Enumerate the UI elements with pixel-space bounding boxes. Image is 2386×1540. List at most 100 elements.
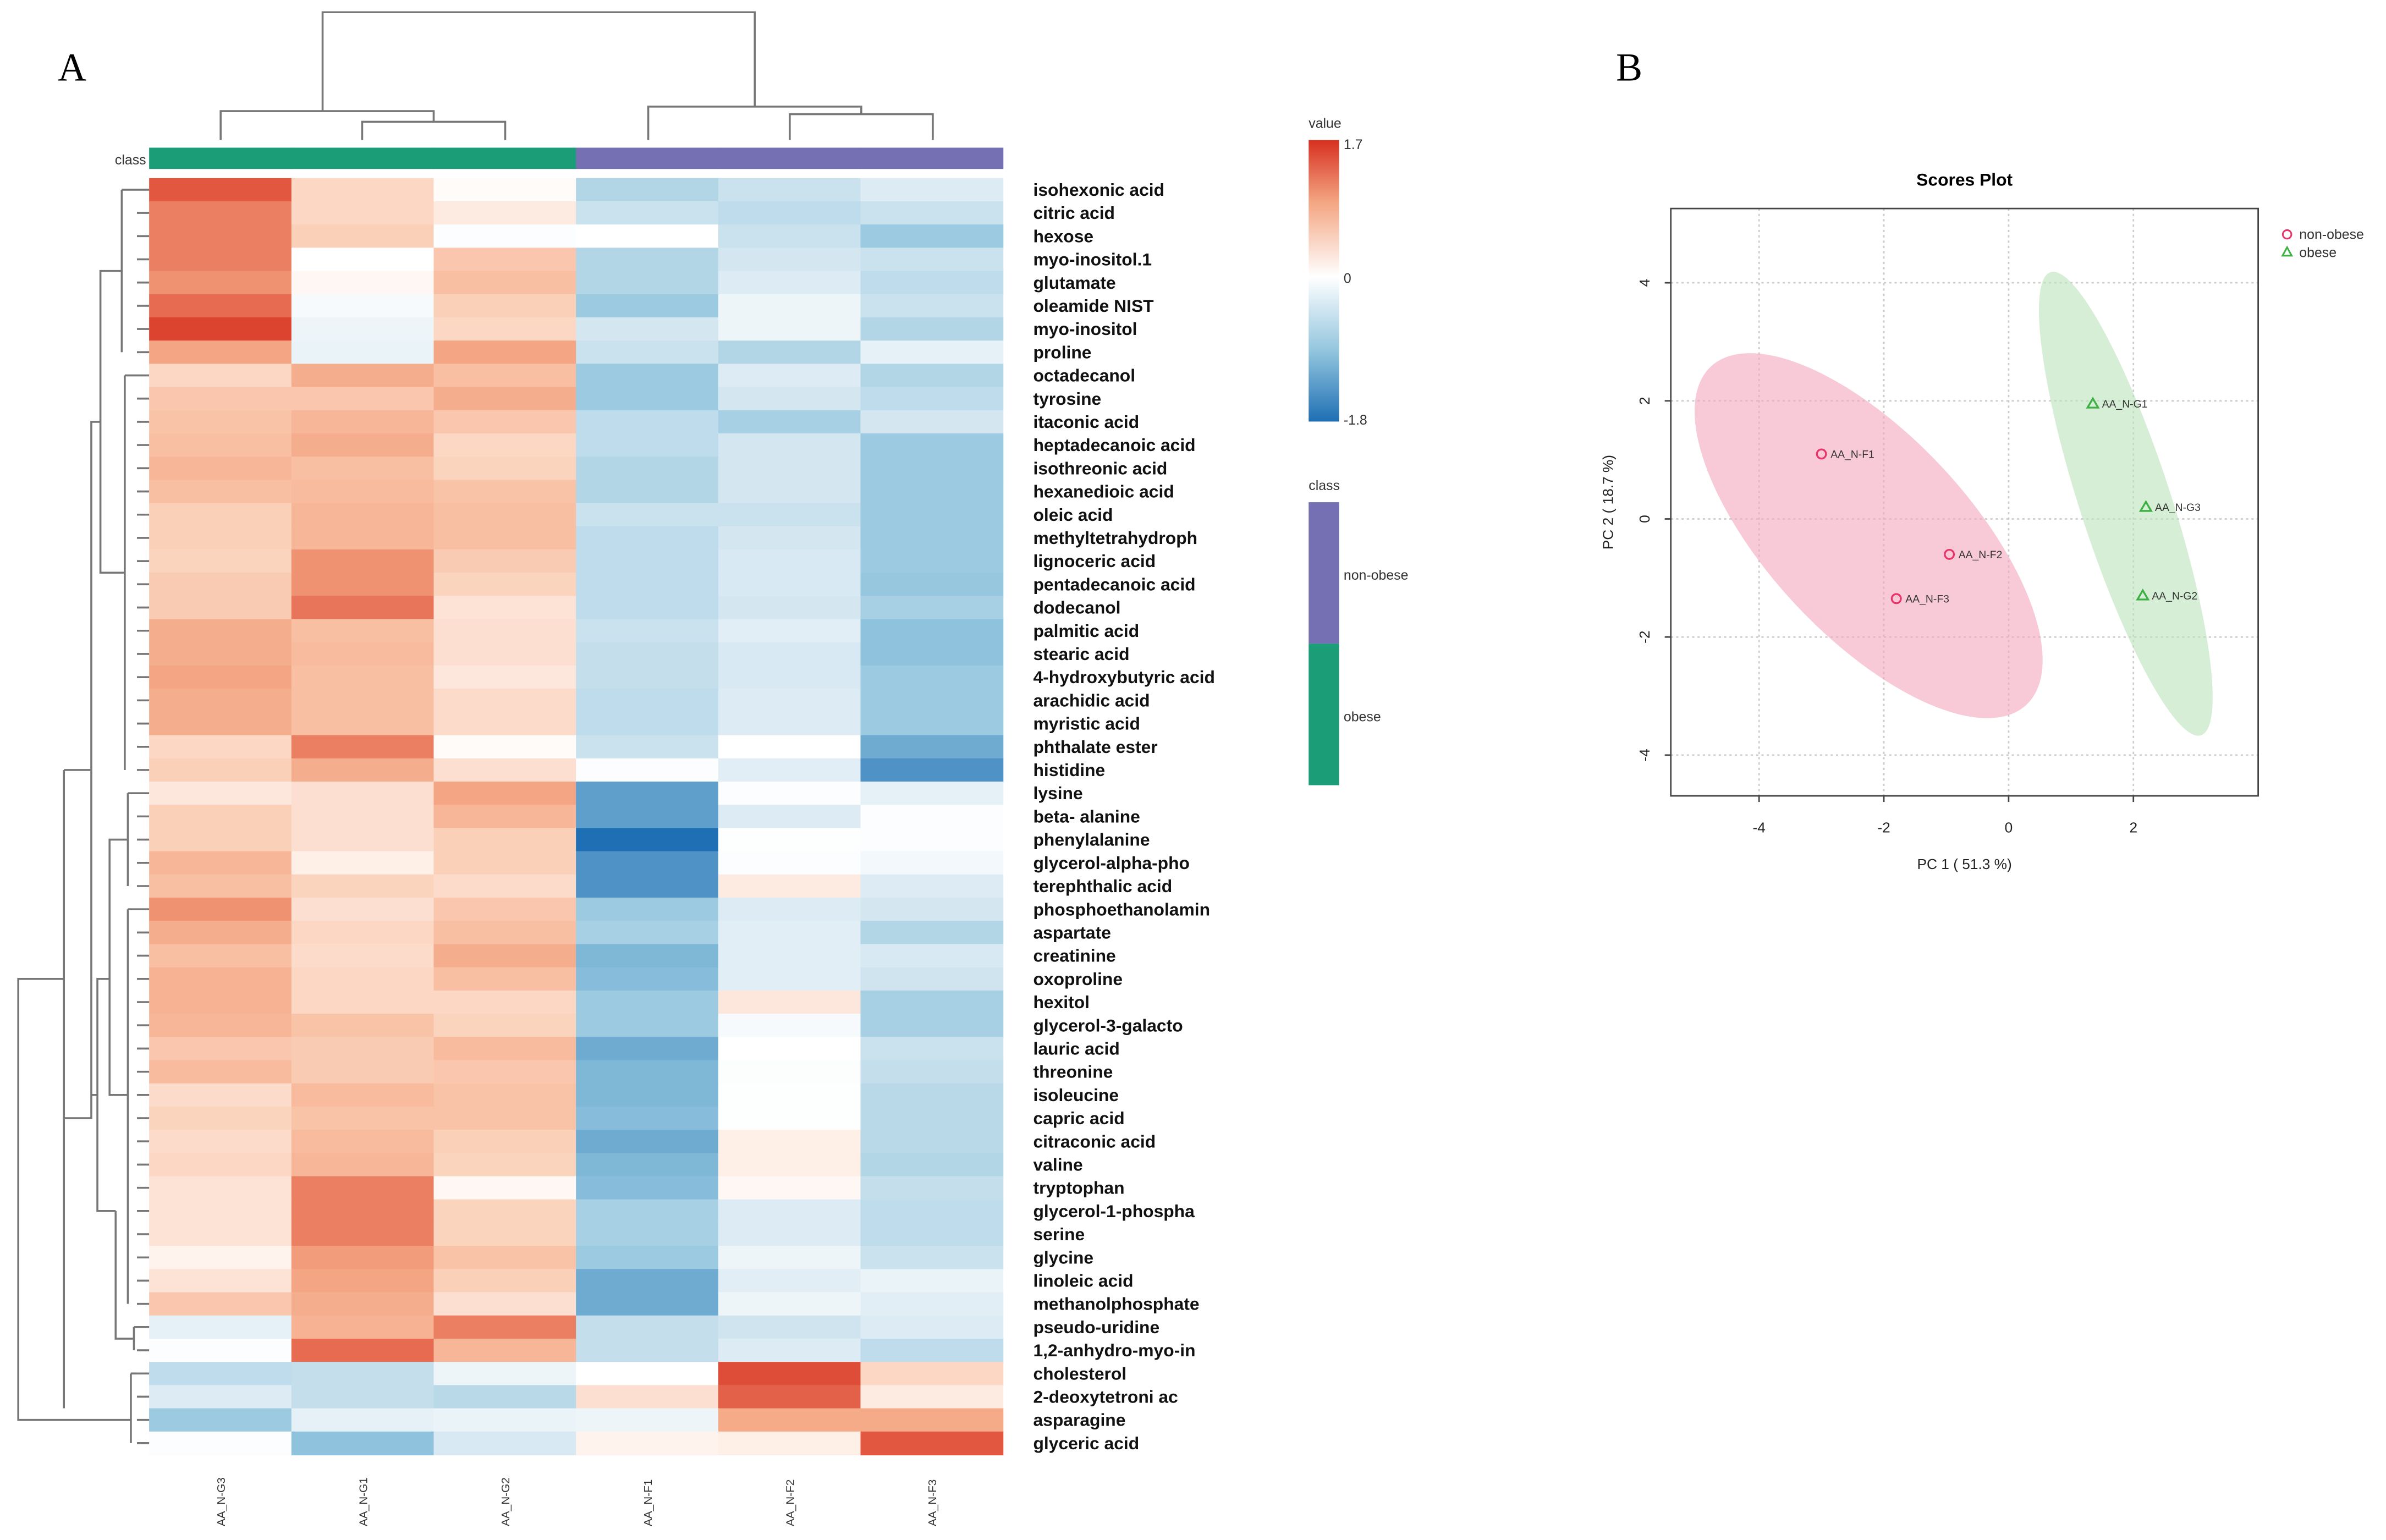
y-tick-label: 0 (1636, 515, 1653, 523)
column-label: AA_N-F1 (642, 1480, 655, 1526)
heatmap-cell (576, 712, 719, 736)
heatmap-cell (433, 1408, 577, 1432)
heatmap-cell (718, 178, 861, 202)
heatmap-cell (718, 1362, 861, 1386)
heatmap-cell (718, 248, 861, 272)
heatmap-cell (291, 433, 435, 458)
heatmap-cell (149, 1431, 292, 1456)
heatmap-cell (149, 758, 292, 783)
heatmap-cell (291, 1130, 435, 1154)
row-label: 4-hydroxybutyric acid (1033, 667, 1215, 687)
row-label: linoleic acid (1033, 1271, 1134, 1291)
heatmap-cell (433, 1315, 577, 1340)
heatmap-cell (576, 1037, 719, 1061)
row-label: valine (1033, 1154, 1083, 1174)
row-label: heptadecanoic acid (1033, 435, 1196, 455)
heatmap-cell (718, 1222, 861, 1247)
heatmap-cell (860, 898, 1004, 922)
x-tick-label: 2 (2129, 819, 2137, 835)
heatmap-cell (576, 944, 719, 968)
row-label: tyrosine (1033, 389, 1102, 409)
heatmap-cell (860, 921, 1004, 945)
class-bar (149, 147, 1004, 169)
heatmap-cell (576, 596, 719, 620)
heatmap-cell (433, 201, 577, 226)
heatmap-cell (576, 1246, 719, 1270)
heatmap-cell (860, 1199, 1004, 1224)
heatmap-cell (718, 480, 861, 504)
heatmap-cell (576, 828, 719, 852)
heatmap-cell (860, 573, 1004, 597)
heatmap-cell (860, 619, 1004, 643)
heatmap-cell (718, 410, 861, 435)
class-bar-segment (291, 147, 435, 169)
row-label: lignoceric acid (1033, 551, 1156, 571)
x-tick-label: 0 (2005, 819, 2013, 835)
heatmap-cell (718, 828, 861, 852)
class-bar-segment (576, 147, 719, 169)
heatmap-cell (291, 828, 435, 852)
row-label: citraconic acid (1033, 1131, 1156, 1151)
heatmap-cell (576, 1431, 719, 1456)
heatmap-cell (860, 549, 1004, 574)
row-label: arachidic acid (1033, 690, 1150, 710)
point-label: AA_N-G3 (2155, 502, 2201, 514)
dendrogram-branch (17, 270, 134, 1421)
x-tick-label: -4 (1752, 819, 1765, 835)
heatmap-cell (433, 1431, 577, 1456)
heatmap-cell (718, 1199, 861, 1224)
heatmap-cell (433, 573, 577, 597)
row-label: 1,2-anhydro-myo-in (1033, 1340, 1196, 1360)
legend-label-non-obese: non-obese (2299, 227, 2364, 242)
heatmap-cell (860, 1222, 1004, 1247)
class-bar-label: class (115, 152, 146, 168)
heatmap-cell (576, 1106, 719, 1131)
heatmap-cell (433, 874, 577, 899)
row-label: phenylalanine (1033, 830, 1150, 850)
heatmap-cell (860, 805, 1004, 829)
heatmap-cell (433, 1385, 577, 1409)
heatmap-cell (149, 828, 292, 852)
heatmap-cell (860, 782, 1004, 806)
heatmap-cell (433, 1130, 577, 1154)
heatmap-cell (433, 1083, 577, 1108)
heatmap-cell (149, 549, 292, 574)
heatmap-cell (433, 1037, 577, 1061)
heatmap-cell (291, 549, 435, 574)
heatmap-cell (291, 1246, 435, 1270)
heatmap-cell (576, 224, 719, 249)
heatmap-cell (291, 596, 435, 620)
heatmap-cell (576, 387, 719, 411)
heatmap-cell (576, 549, 719, 574)
heatmap-cell (860, 851, 1004, 875)
class-legend-swatch-non-obese (1309, 502, 1339, 644)
heatmap-cell (291, 1431, 435, 1456)
row-label: hexanedioic acid (1033, 482, 1174, 502)
heatmap-cell (718, 1408, 861, 1432)
heatmap-cell (149, 457, 292, 481)
heatmap-cell (576, 457, 719, 481)
column-label: AA_N-F3 (926, 1480, 939, 1526)
confidence-ellipses (1695, 272, 2213, 736)
row-dendrogram (17, 189, 150, 1444)
heatmap-cell (291, 782, 435, 806)
heatmap-cell (433, 828, 577, 852)
heatmap-cell (149, 1246, 292, 1270)
point-non-obese (1816, 448, 1827, 460)
heatmap-cell (718, 782, 861, 806)
scatter-points: AA_N-F1 AA_N-F2 AA_N-F3 AA_N-G1 AA_N-G3 AA_N-… (1816, 397, 2201, 605)
heatmap-cell (576, 619, 719, 643)
heatmap-cell (576, 294, 719, 318)
heatmap-cell (433, 805, 577, 829)
x-tick-label: -2 (1877, 819, 1890, 835)
heatmap-cell (149, 944, 292, 968)
heatmap-cell (718, 1246, 861, 1270)
row-label: pseudo-uridine (1033, 1317, 1160, 1337)
value-legend-mid: 0 (1344, 271, 1351, 287)
heatmap-cell (718, 1130, 861, 1154)
heatmap-cell (860, 1060, 1004, 1084)
heatmap-cell (576, 782, 719, 806)
heatmap-cell (149, 782, 292, 806)
class-bar-segment (860, 147, 1004, 169)
heatmap-cell (149, 921, 292, 945)
